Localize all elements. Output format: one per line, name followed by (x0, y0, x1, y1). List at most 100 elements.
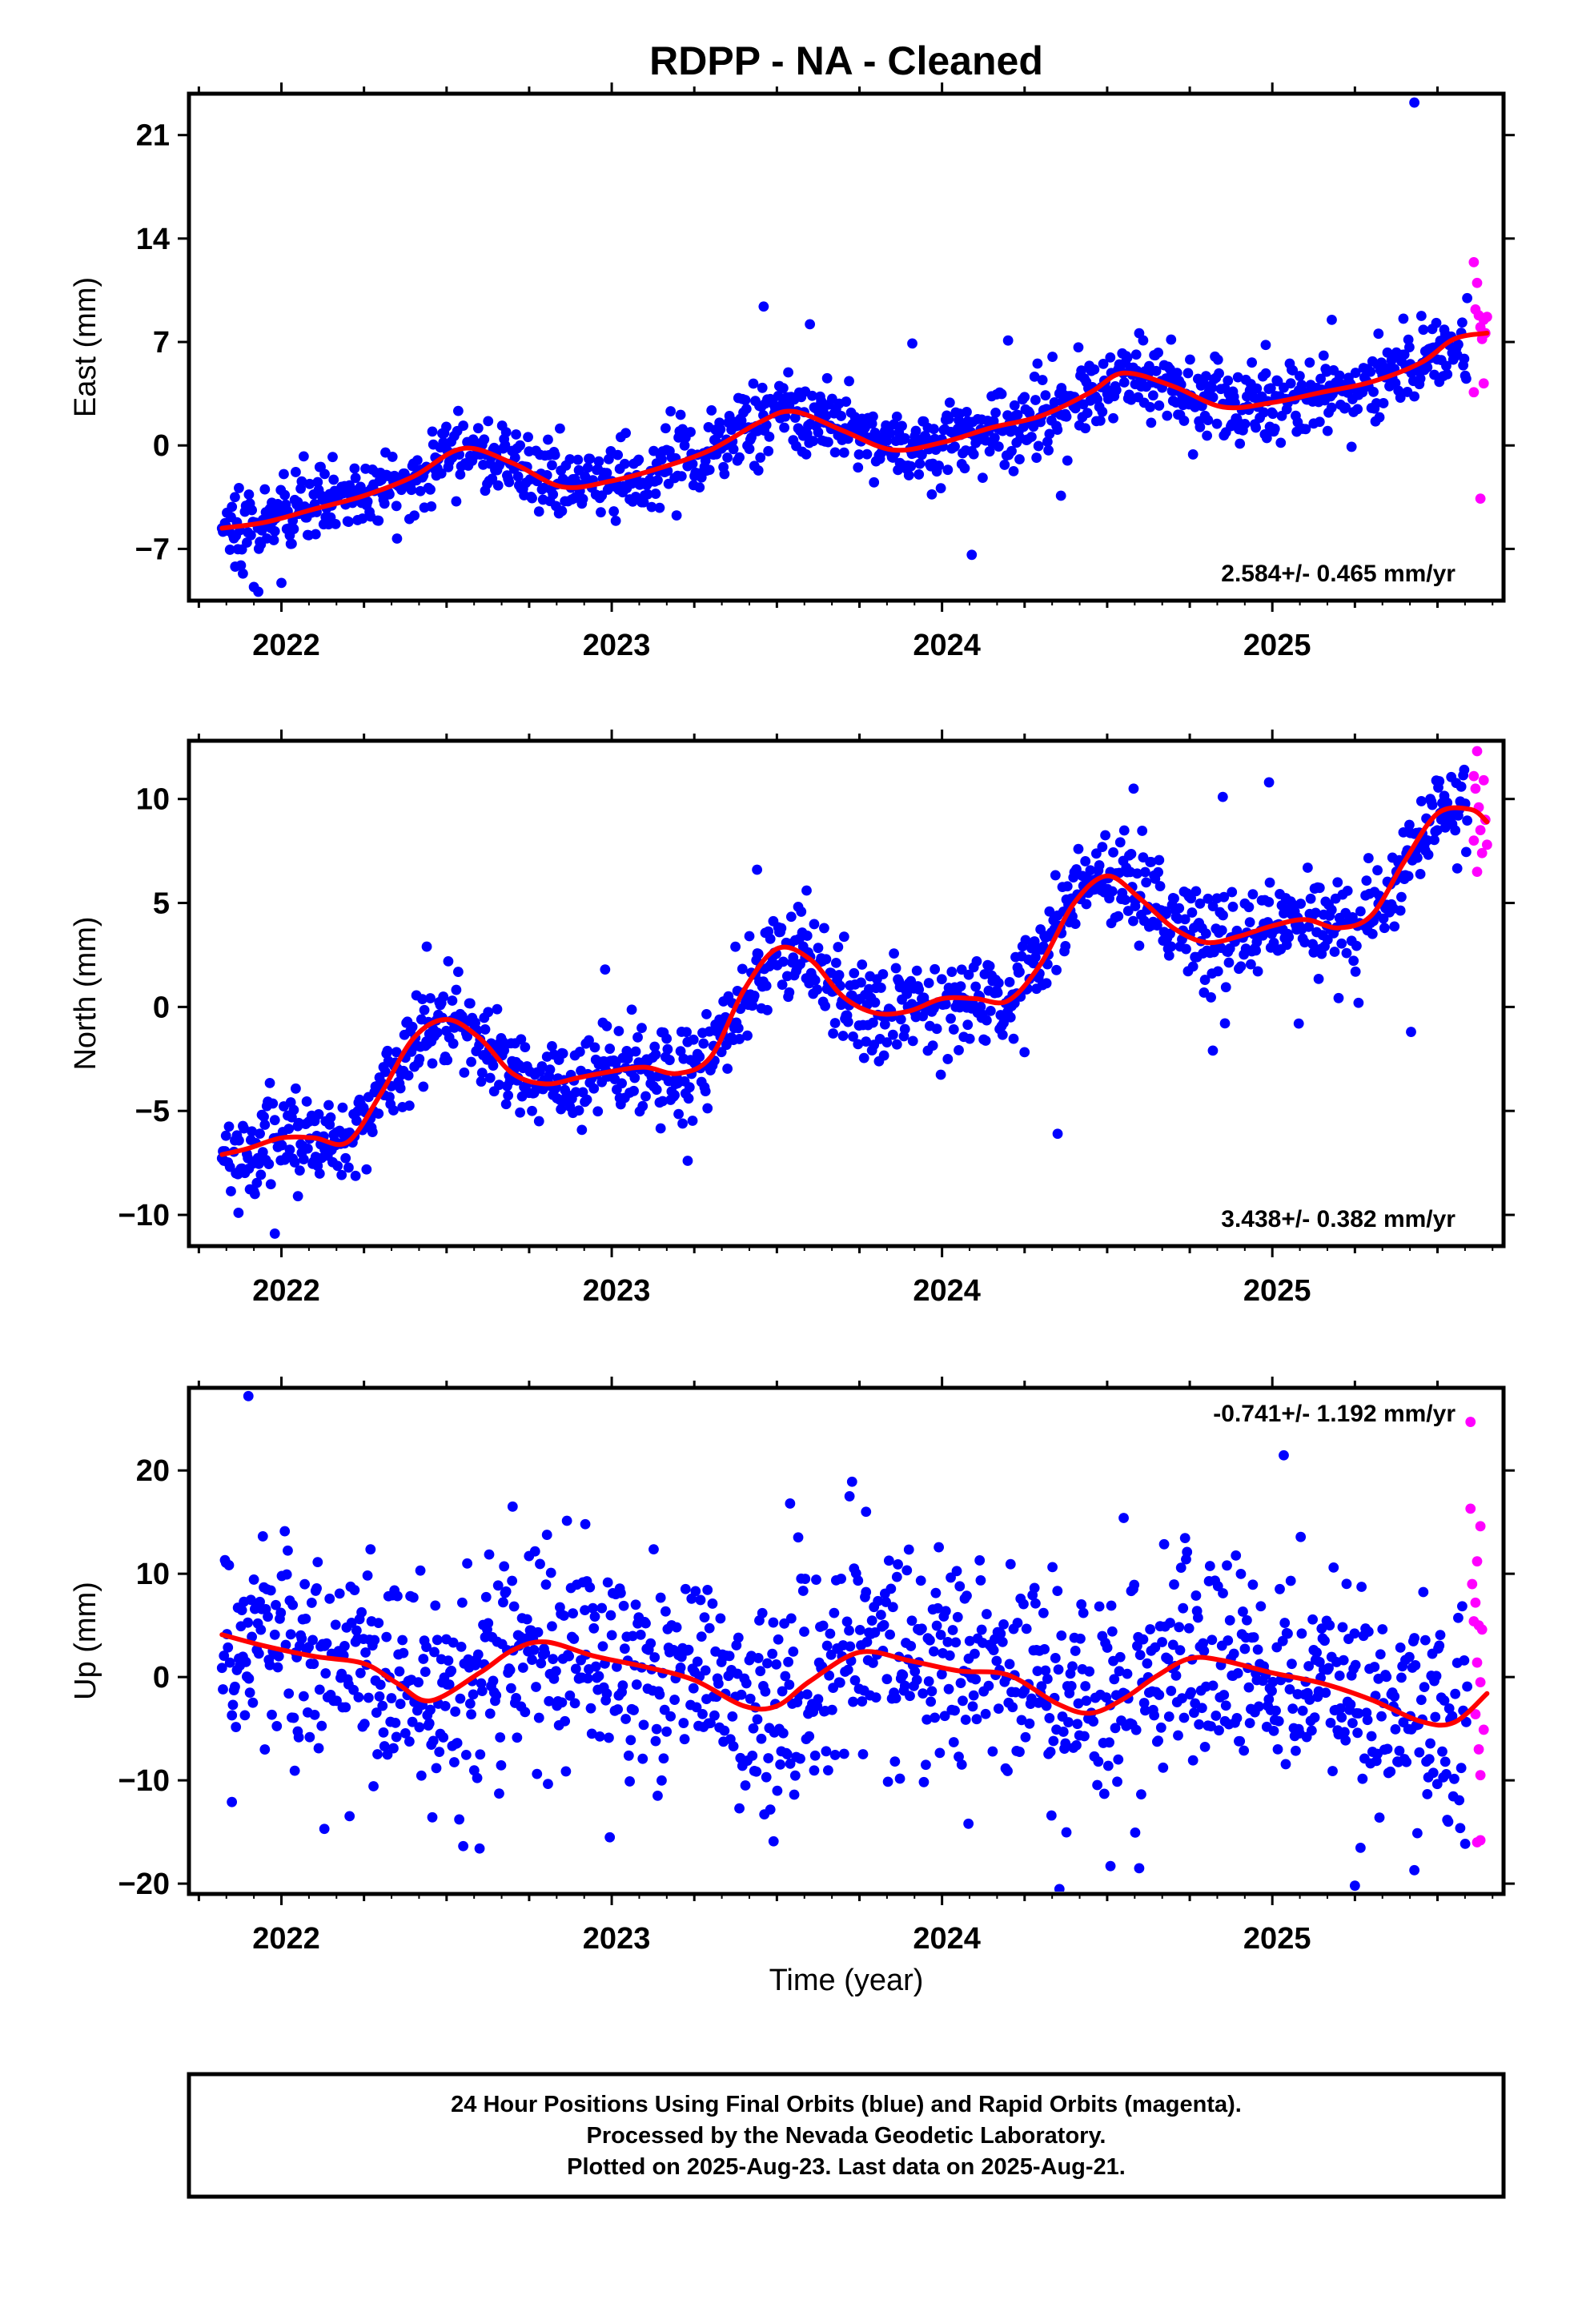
final-orbit-point (940, 999, 951, 1010)
final-orbit-point (281, 1569, 292, 1580)
final-orbit-point (561, 1515, 572, 1526)
final-orbit-point (669, 1695, 681, 1705)
final-orbit-point (652, 475, 663, 486)
rapid-orbit-point (1473, 1744, 1484, 1755)
final-orbit-point (1355, 906, 1366, 917)
final-orbit-point (324, 1593, 335, 1604)
final-orbit-point (245, 529, 256, 541)
final-orbit-point (515, 440, 525, 451)
final-orbit-point (331, 1695, 342, 1707)
final-orbit-point (372, 1749, 383, 1759)
final-orbit-point (1050, 1653, 1061, 1663)
final-orbit-point (1058, 1727, 1069, 1737)
final-orbit-point (1299, 937, 1311, 948)
final-orbit-point (357, 513, 368, 524)
final-orbit-point (604, 1043, 616, 1054)
final-orbit-point (1162, 410, 1173, 421)
final-orbit-point (1090, 848, 1102, 859)
final-orbit-point (1154, 1690, 1165, 1700)
final-orbit-point (1395, 1642, 1406, 1653)
final-orbit-point (264, 1659, 275, 1671)
final-orbit-point (841, 396, 852, 407)
final-orbit-point (265, 1179, 276, 1190)
final-orbit-point (983, 1680, 994, 1691)
final-orbit-point (601, 1020, 612, 1031)
final-orbit-point (1191, 886, 1202, 897)
final-orbit-point (1073, 1698, 1084, 1709)
final-orbit-point (1006, 445, 1017, 456)
rapid-orbit-point (1475, 1521, 1486, 1532)
final-orbit-point (966, 549, 978, 561)
final-orbit-point (683, 1644, 694, 1655)
final-orbit-point (418, 1654, 429, 1664)
final-orbit-point (592, 1106, 604, 1117)
final-orbit-point (1419, 1634, 1431, 1646)
final-orbit-point (1100, 830, 1110, 841)
final-orbit-point (844, 376, 854, 387)
final-orbit-point (496, 1759, 507, 1771)
final-orbit-point (1128, 915, 1138, 927)
final-orbit-point (334, 1588, 345, 1599)
final-orbit-point (915, 1575, 926, 1586)
final-orbit-point (1351, 940, 1362, 951)
final-orbit-point (608, 506, 620, 517)
final-orbit-point (1335, 1703, 1346, 1714)
final-orbit-point (1327, 314, 1337, 325)
final-orbit-point (302, 1143, 313, 1154)
final-orbit-point (1365, 366, 1376, 377)
final-orbit-point (243, 1390, 254, 1401)
final-orbit-point (970, 981, 982, 992)
final-orbit-point (343, 1162, 354, 1173)
final-orbit-point (742, 1030, 753, 1041)
final-orbit-point (695, 1594, 706, 1606)
final-orbit-point (948, 1024, 959, 1035)
final-orbit-point (1014, 454, 1025, 464)
final-orbit-point (661, 423, 671, 434)
final-orbit-point (1185, 354, 1195, 365)
final-orbit-point (822, 436, 833, 448)
final-orbit-point (1179, 1533, 1191, 1544)
final-orbit-point (910, 425, 921, 436)
final-orbit-point (509, 452, 520, 463)
final-orbit-point (230, 1681, 240, 1692)
final-orbit-point (1243, 902, 1255, 913)
final-orbit-point (577, 493, 588, 505)
final-orbit-point (617, 1680, 628, 1691)
plot-area-north (216, 746, 1492, 1239)
final-orbit-point (280, 1639, 291, 1651)
final-orbit-point (218, 1684, 228, 1695)
final-orbit-point (1376, 1711, 1387, 1722)
final-orbit-point (968, 448, 979, 460)
final-orbit-point (762, 1658, 773, 1669)
final-orbit-point (276, 1140, 287, 1151)
final-orbit-point (905, 1691, 915, 1702)
final-orbit-point (581, 1094, 592, 1105)
final-orbit-point (891, 1571, 902, 1582)
final-orbit-point (1105, 352, 1116, 363)
final-orbit-point (1283, 1628, 1293, 1639)
final-orbit-point (1038, 941, 1049, 952)
final-orbit-point (1381, 1671, 1392, 1683)
final-orbit-point (752, 864, 763, 875)
final-orbit-point (436, 468, 447, 479)
final-orbit-point (468, 1689, 479, 1700)
final-orbit-point (507, 1501, 518, 1512)
final-orbit-point (273, 1651, 284, 1662)
final-orbit-point (833, 942, 844, 952)
final-orbit-point (1268, 1725, 1279, 1736)
final-orbit-point (455, 469, 466, 480)
final-orbit-point (1442, 797, 1453, 808)
final-orbit-point (853, 1575, 864, 1586)
final-orbit-point (1439, 1695, 1450, 1706)
final-orbit-point (337, 1102, 348, 1113)
final-orbit-point (1295, 371, 1305, 381)
final-orbit-point (1220, 982, 1231, 993)
final-orbit-point (480, 1024, 491, 1035)
final-orbit-point (1279, 1618, 1291, 1628)
rapid-orbit-point (1468, 256, 1480, 267)
final-orbit-point (950, 1705, 960, 1716)
final-orbit-point (462, 1031, 472, 1042)
final-orbit-point (564, 454, 576, 464)
final-orbit-point (820, 1000, 831, 1011)
final-orbit-point (789, 1789, 800, 1800)
